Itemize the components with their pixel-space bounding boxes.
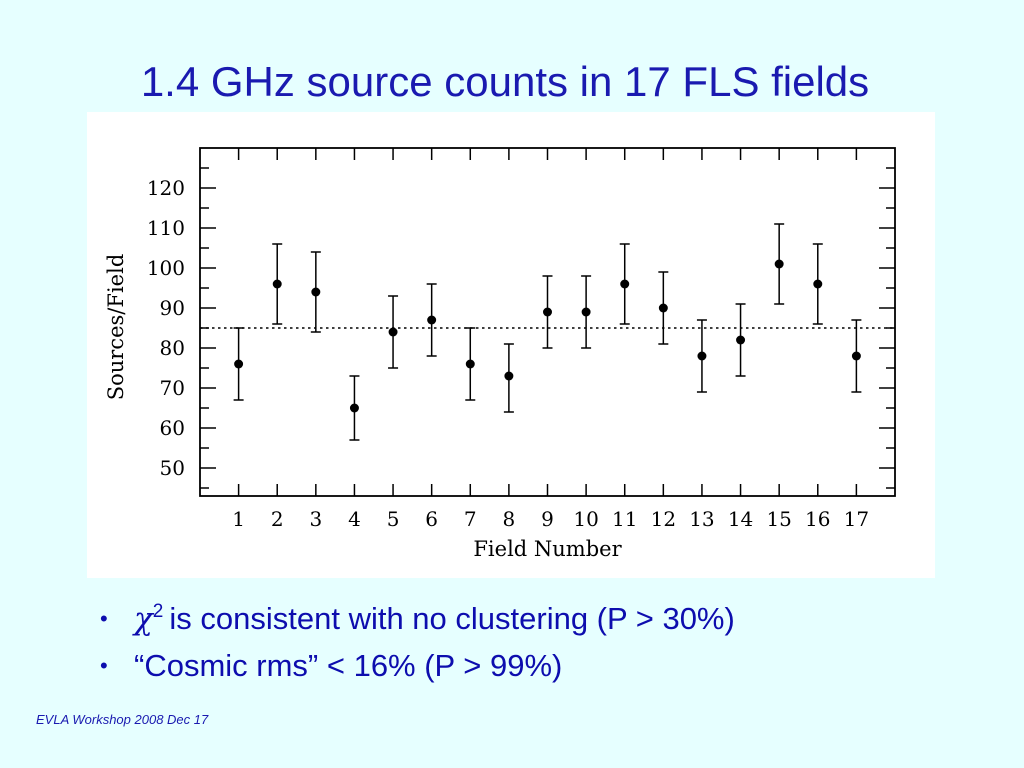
bullet-dot-icon: • bbox=[100, 653, 108, 678]
bullet-list: • χ2 is consistent with no clustering (P >… bbox=[100, 590, 735, 698]
data-point bbox=[465, 359, 475, 369]
x-tick-label: 16 bbox=[805, 507, 830, 531]
data-point bbox=[504, 371, 514, 381]
y-tick-label: 50 bbox=[160, 456, 185, 480]
bullet-text: “Cosmic rms” < 16% (P > 99%) bbox=[134, 648, 563, 683]
bullet-dot-icon: • bbox=[100, 606, 108, 631]
data-point bbox=[427, 315, 437, 325]
data-point bbox=[311, 287, 321, 297]
x-tick-label: 11 bbox=[612, 507, 637, 531]
y-tick-label: 110 bbox=[147, 216, 185, 240]
data-point bbox=[543, 307, 552, 317]
data-point bbox=[349, 403, 359, 413]
x-tick-label: 15 bbox=[766, 507, 791, 531]
y-tick-label: 100 bbox=[147, 256, 185, 280]
data-point bbox=[620, 279, 630, 289]
x-tick-label: 4 bbox=[348, 507, 361, 531]
data-point bbox=[697, 351, 707, 361]
footer-text: EVLA Workshop 2008 Dec 17 bbox=[36, 712, 209, 727]
x-tick-label: 3 bbox=[309, 507, 322, 531]
data-point bbox=[388, 327, 398, 337]
x-tick-label: 13 bbox=[689, 507, 714, 531]
x-tick-label: 5 bbox=[387, 507, 400, 531]
chart-panel: 1 2 3 4 5 6 7 8 9 10 11 12 13 14 15 16 17 50 60 70 80 90 100 11… bbox=[87, 112, 935, 578]
x-tick-label: 9 bbox=[541, 507, 554, 531]
x-tick-label: 2 bbox=[271, 507, 284, 531]
x-tick-label: 10 bbox=[573, 507, 598, 531]
data-point bbox=[813, 279, 823, 289]
data-point bbox=[658, 303, 668, 313]
slide-title: 1.4 GHz source counts in 17 FLS fields bbox=[140, 58, 870, 105]
data-point bbox=[774, 259, 784, 269]
y-tick-label: 120 bbox=[147, 176, 185, 200]
bullet-text: is consistent with no clustering (P > 30… bbox=[169, 601, 735, 636]
data-point bbox=[272, 279, 282, 289]
y-axis-label: Sources/Field bbox=[104, 254, 128, 401]
y-tick-label: 80 bbox=[160, 336, 185, 360]
y-tick-label: 90 bbox=[160, 296, 185, 320]
x-tick-label: 14 bbox=[728, 507, 753, 531]
x-tick-label: 17 bbox=[844, 507, 869, 531]
data-point bbox=[581, 307, 591, 317]
x-axis-label: Field Number bbox=[473, 537, 622, 561]
x-tick-label: 7 bbox=[464, 507, 477, 531]
data-point bbox=[234, 359, 244, 369]
y-tick-label: 70 bbox=[160, 376, 185, 400]
bullet-item-cosmic-rms: • “Cosmic rms” < 16% (P > 99%) bbox=[100, 644, 735, 698]
chi-superscript: 2 bbox=[152, 601, 164, 622]
data-point bbox=[736, 335, 746, 345]
x-tick-label: 12 bbox=[651, 507, 676, 531]
bullet-item-chi-squared: • χ2 is consistent with no clustering (P >… bbox=[100, 590, 735, 644]
scatter-chart: 1 2 3 4 5 6 7 8 9 10 11 12 13 14 15 16 17506070809010011… bbox=[104, 147, 896, 561]
x-tick-label: 6 bbox=[425, 507, 438, 531]
y-tick-label: 60 bbox=[160, 416, 185, 440]
data-point bbox=[851, 351, 861, 361]
x-tick-label: 8 bbox=[503, 507, 516, 531]
x-tick-label: 1 bbox=[232, 507, 245, 531]
chi-symbol: χ bbox=[134, 601, 153, 637]
